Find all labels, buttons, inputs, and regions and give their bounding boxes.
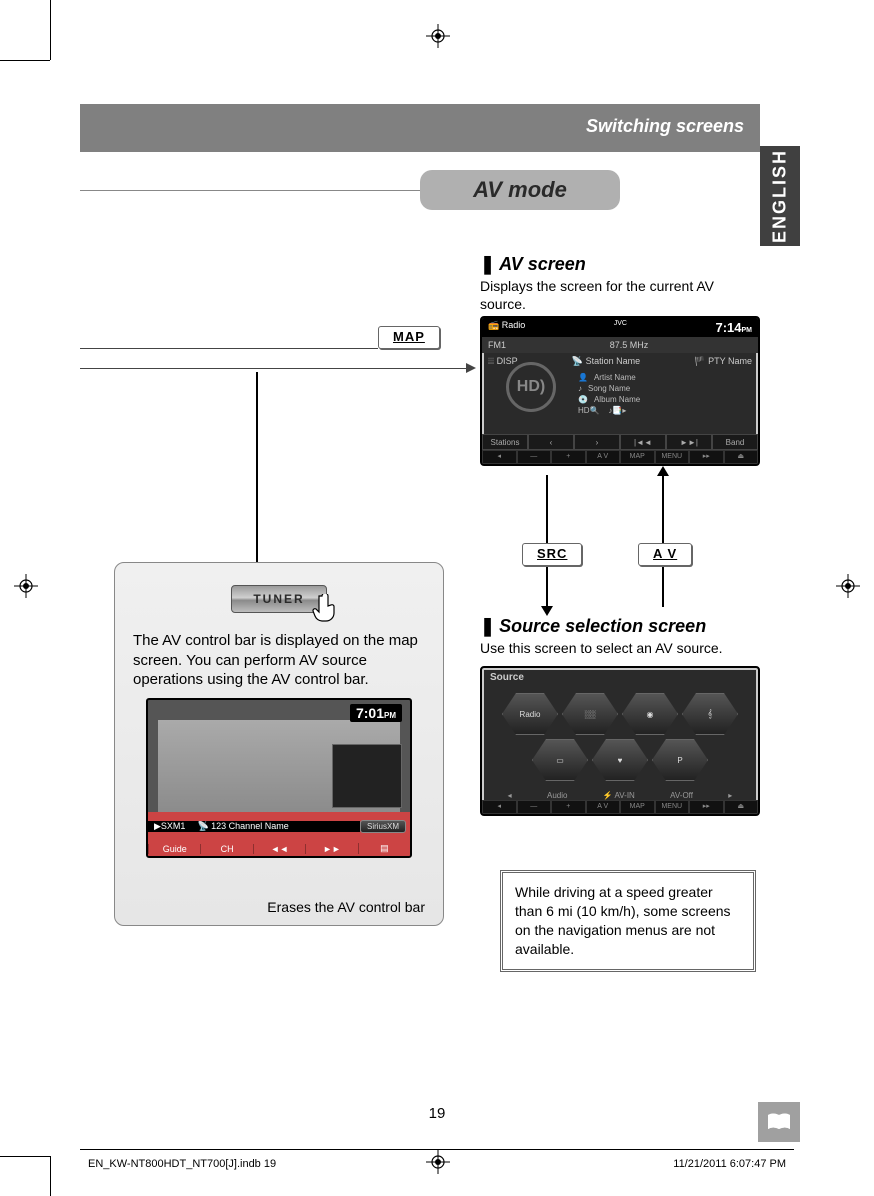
channel-label: 123 Channel Name bbox=[211, 821, 289, 831]
prev-icon: ‹ bbox=[528, 434, 574, 450]
source-selection-section: ❚Source selection screen Use this screen… bbox=[480, 616, 760, 657]
registration-mark-icon bbox=[14, 574, 38, 598]
seek-next-icon: ►►| bbox=[666, 434, 712, 450]
src-key: SRC bbox=[522, 543, 582, 566]
av-control-bar-callout: TUNER The AV control bar is displayed on… bbox=[114, 562, 444, 926]
artist-row: 👤 Artist Name bbox=[578, 372, 752, 383]
av-screen-heading: ❚AV screen bbox=[480, 254, 760, 275]
crop-mark bbox=[0, 60, 50, 61]
erase-label: Erases the AV control bar bbox=[267, 899, 425, 915]
satellite-inset bbox=[332, 744, 402, 808]
source-hex: 𝄞 bbox=[682, 693, 738, 735]
arrow-head-icon bbox=[657, 466, 669, 476]
avin-label: AV-IN bbox=[615, 791, 635, 800]
callout-text: The AV control bar is displayed on the m… bbox=[133, 631, 425, 690]
av-screen-body: Displays the screen for the current AV s… bbox=[480, 277, 760, 313]
section-title: Switching screens bbox=[586, 116, 744, 137]
seek-prev-icon: |◄◄ bbox=[620, 434, 666, 450]
map-key: MAP bbox=[378, 326, 440, 349]
source-heading-text: Source selection screen bbox=[499, 616, 706, 636]
registration-mark-icon bbox=[426, 1150, 450, 1174]
map-screen-mock: 7:01PM ▶SXM1 📡 123 Channel Name SiriusXM… bbox=[146, 698, 412, 858]
seek-next-icon: ►► bbox=[305, 844, 357, 854]
footer-filename: EN_KW-NT800HDT_NT700[J].indb 19 bbox=[88, 1158, 276, 1170]
album-row: 💿 Album Name bbox=[578, 394, 752, 405]
stations-button: Stations bbox=[482, 434, 528, 450]
guide-line bbox=[80, 348, 378, 349]
disp-label: DISP bbox=[497, 356, 518, 366]
crop-mark bbox=[0, 1156, 50, 1157]
sxm-label: SXM1 bbox=[161, 821, 186, 831]
song-row: ♪ Song Name bbox=[578, 383, 752, 394]
av-screen-section: ❚AV screen Displays the screen for the c… bbox=[480, 254, 760, 313]
tap-hand-icon bbox=[312, 594, 340, 630]
siriusxm-pill: SiriusXM bbox=[360, 820, 406, 833]
source-hex: ◉ bbox=[622, 693, 678, 735]
divider bbox=[80, 190, 420, 191]
band-label: FM1 bbox=[488, 340, 506, 350]
next-icon: › bbox=[574, 434, 620, 450]
guide-btn: Guide bbox=[148, 844, 200, 854]
source-screen-mock: Source Radio ░░ ◉ 𝄞 ▭ ♥ P ◂ Audio ⚡ AV-I… bbox=[480, 666, 760, 816]
tuner-button: TUNER bbox=[231, 585, 327, 613]
pty-label: PTY Name bbox=[708, 356, 752, 366]
arrow-head-icon bbox=[466, 363, 476, 373]
source-hex: ▭ bbox=[532, 739, 588, 781]
arrow-head-icon bbox=[541, 606, 553, 616]
arrow-down bbox=[546, 475, 548, 607]
source-hex: ░░ bbox=[562, 693, 618, 735]
avoff-label: AV-Off bbox=[670, 791, 693, 800]
map-time: 7:01 bbox=[356, 705, 384, 721]
page-number: 19 bbox=[0, 1105, 874, 1122]
av-screen-mock: 📻 Radio JVC 7:14PM FM1 87.5 MHz ⦙⦙⦙ DISP… bbox=[480, 316, 760, 466]
hd-logo-icon: HD) bbox=[506, 362, 556, 412]
source-heading: ❚Source selection screen bbox=[480, 616, 760, 637]
av-key: A V bbox=[638, 543, 692, 566]
seek-prev-icon: ◄◄ bbox=[253, 844, 305, 854]
clock-time: 7:14 bbox=[715, 320, 741, 335]
crop-mark bbox=[50, 1156, 51, 1196]
source-body: Use this screen to select an AV source. bbox=[480, 639, 760, 657]
arrow-up bbox=[662, 475, 664, 607]
clock-ampm: PM bbox=[742, 327, 753, 334]
source-hex: ♥ bbox=[592, 739, 648, 781]
registration-mark-icon bbox=[836, 574, 860, 598]
footer-divider bbox=[80, 1149, 794, 1150]
arrow-line bbox=[256, 372, 258, 582]
language-tab: ENGLISH bbox=[760, 146, 800, 246]
source-title: Source bbox=[490, 672, 524, 683]
footer-timestamp: 11/21/2011 6:07:47 PM bbox=[673, 1158, 786, 1170]
source-hex: Radio bbox=[502, 693, 558, 735]
mode-pill: AV mode bbox=[420, 170, 620, 210]
registration-mark-icon bbox=[426, 24, 450, 48]
book-tab-icon bbox=[758, 1102, 800, 1142]
crop-mark bbox=[50, 0, 51, 60]
av-screen-heading-text: AV screen bbox=[499, 254, 586, 274]
hd-row: HD🔍 ♪📑▸ bbox=[578, 405, 752, 416]
station-label: Station Name bbox=[586, 356, 641, 366]
radio-label: Radio bbox=[502, 320, 526, 330]
freq-label: 87.5 MHz bbox=[610, 340, 649, 350]
audio-label: Audio bbox=[547, 791, 567, 800]
driving-warning: While driving at a speed greater than 6 … bbox=[500, 870, 756, 972]
source-hex: P bbox=[652, 739, 708, 781]
band-button: Band bbox=[712, 434, 758, 450]
arrow-line bbox=[80, 368, 468, 369]
